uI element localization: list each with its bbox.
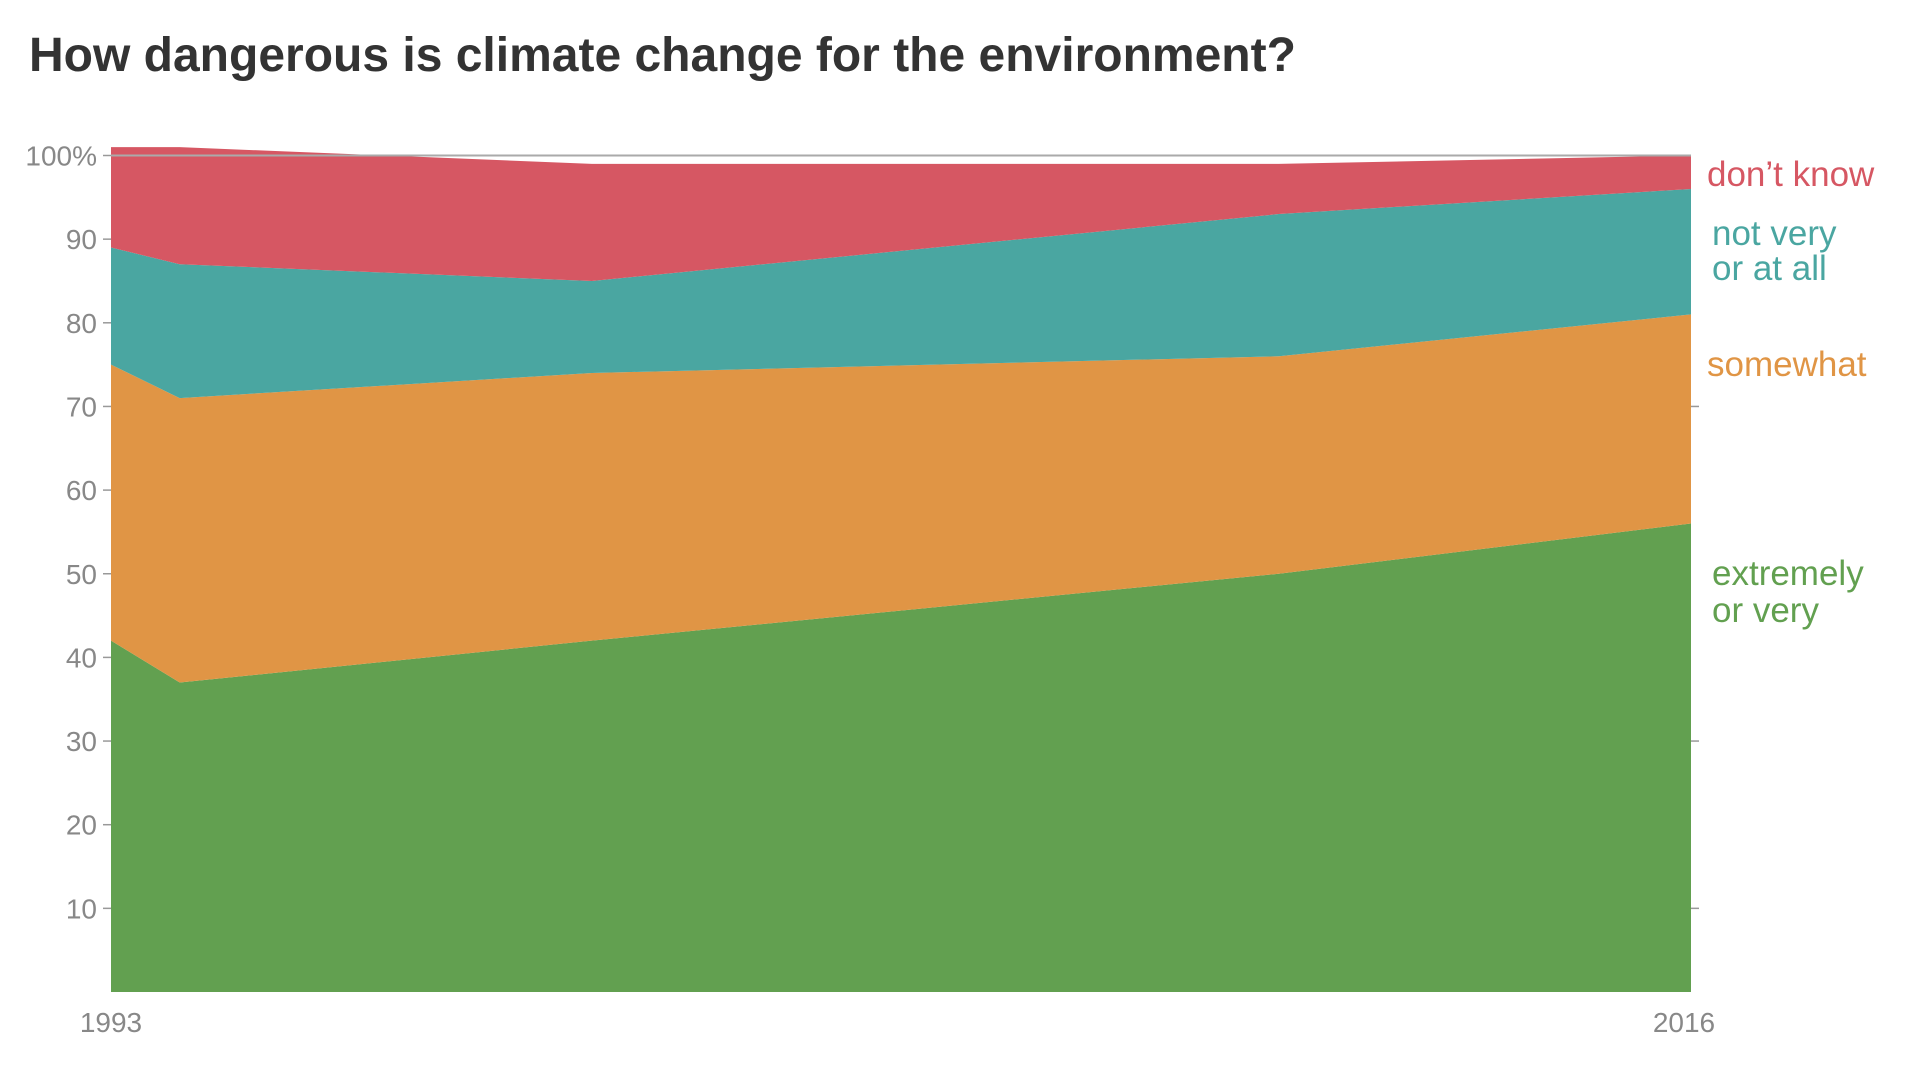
area-extremely-or-very xyxy=(111,523,1691,992)
series-label-line: or at all xyxy=(1712,249,1827,288)
x-tick-label: 1993 xyxy=(80,1007,142,1038)
y-tick-label: 40 xyxy=(66,642,97,673)
series-label-line: somewhat xyxy=(1707,345,1867,384)
area-don-t-know xyxy=(111,147,1691,281)
series-label: somewhat xyxy=(1707,345,1867,384)
y-tick-label: 100% xyxy=(25,141,97,172)
areas xyxy=(111,147,1691,992)
x-tick-label: 2016 xyxy=(1653,1007,1715,1038)
series-label-line: or very xyxy=(1712,591,1819,630)
y-tick-label: 90 xyxy=(66,224,97,255)
y-tick-label: 30 xyxy=(66,726,97,757)
series-label: not very or at all xyxy=(1712,214,1837,288)
y-tick-label: 10 xyxy=(66,893,97,924)
y-tick-label: 20 xyxy=(66,810,97,841)
series-label-line: don’t know xyxy=(1707,155,1875,194)
series-label: don’t know xyxy=(1707,155,1875,194)
y-tick-label: 60 xyxy=(66,475,97,506)
series-label: extremely or very xyxy=(1712,554,1864,630)
y-tick-label: 70 xyxy=(66,391,97,422)
series-labels: extremely or very somewhat not very or at al… xyxy=(1707,155,1875,630)
series-label-line: extremely xyxy=(1712,554,1864,593)
y-tick-label: 80 xyxy=(66,308,97,339)
area-not-very-or-at-all xyxy=(111,188,1691,399)
y-tick-label: 50 xyxy=(66,559,97,590)
series-label-line: not very xyxy=(1712,214,1837,253)
axes: 10 20 30 40 50 60 70 80 90 100% 1993 2016 xyxy=(25,141,1715,1039)
chart-title: How dangerous is climate change for the … xyxy=(29,29,1296,82)
area-somewhat xyxy=(111,314,1691,683)
